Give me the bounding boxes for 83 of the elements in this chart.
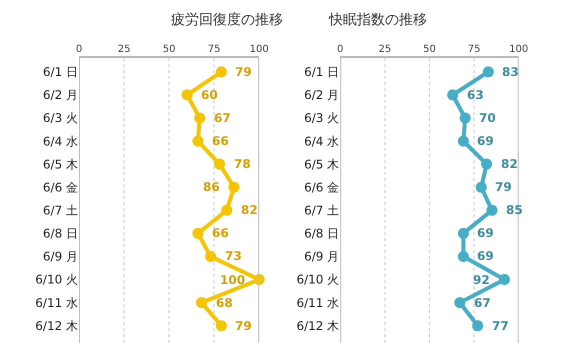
- point: [216, 320, 227, 332]
- data-label: 66: [212, 226, 229, 240]
- y-tick-label: 6/5 木: [304, 157, 340, 172]
- data-label: 63: [467, 88, 484, 102]
- data-label: 85: [506, 203, 523, 217]
- point: [216, 66, 227, 78]
- data-label: 60: [201, 88, 218, 102]
- data-label: 67: [474, 296, 491, 310]
- data-label: 77: [492, 319, 509, 333]
- x-tick-label: 25: [378, 44, 392, 55]
- x-tick-label: 0: [337, 44, 344, 55]
- y-tick-label: 6/7 土: [304, 204, 340, 218]
- point: [221, 204, 232, 216]
- data-label: 82: [241, 203, 258, 217]
- x-tick-label: 100: [509, 44, 528, 55]
- y-tick-label: 6/7 土: [42, 204, 78, 218]
- point: [458, 250, 469, 262]
- data-label: 70: [479, 111, 496, 125]
- y-tick-label: 6/6 金: [42, 180, 78, 194]
- data-label: 69: [477, 249, 494, 263]
- point: [472, 320, 484, 332]
- y-tick-label: 6/8 日: [42, 226, 78, 241]
- point: [205, 250, 216, 262]
- point: [192, 228, 204, 239]
- point: [182, 89, 193, 100]
- y-tick-label: 6/6 金: [304, 180, 340, 194]
- data-label: 100: [220, 273, 246, 287]
- data-label: 69: [477, 226, 494, 240]
- point: [498, 274, 510, 286]
- y-tick-label: 6/2 月: [304, 88, 340, 102]
- y-tick-label: 6/8 日: [304, 226, 340, 241]
- y-tick-label: 6/4 水: [42, 134, 78, 148]
- y-tick-label: 6/2 月: [42, 88, 78, 102]
- y-tick-label: 6/3 火: [304, 111, 340, 126]
- data-label: 79: [235, 65, 252, 79]
- point: [447, 89, 458, 100]
- y-tick-label: 6/9 月: [304, 250, 340, 264]
- y-tick-label: 6/11 水: [35, 296, 78, 310]
- data-label: 69: [477, 134, 494, 148]
- y-tick-label: 6/10 火: [296, 272, 340, 287]
- point: [214, 158, 226, 170]
- y-tick-label: 6/11 水: [296, 296, 340, 310]
- data-label: 73: [225, 249, 242, 263]
- data-label: 83: [502, 65, 519, 79]
- data-label: 66: [212, 134, 229, 148]
- chart-title: 疲労回復度の推移: [171, 12, 283, 28]
- point: [458, 228, 469, 239]
- y-tick-label: 6/3 火: [42, 111, 78, 126]
- y-tick-label: 6/9 月: [42, 250, 78, 264]
- point: [476, 182, 487, 193]
- point: [194, 112, 206, 124]
- point: [458, 136, 469, 147]
- point: [482, 66, 494, 78]
- data-label: 92: [473, 273, 490, 287]
- point: [460, 112, 471, 124]
- x-tick-label: 25: [118, 44, 130, 55]
- data-label: 86: [203, 180, 220, 194]
- x-tick-label: 0: [76, 44, 82, 55]
- y-tick-label: 6/5 木: [42, 157, 78, 172]
- chart-title: 快眠指数の推移: [328, 12, 427, 28]
- point: [481, 158, 492, 170]
- y-tick-label: 6/1 日: [304, 65, 340, 80]
- x-tick-label: 75: [468, 44, 480, 55]
- data-label: 68: [216, 296, 233, 310]
- data-label: 79: [235, 319, 252, 333]
- data-label: 78: [234, 157, 251, 171]
- point: [192, 136, 204, 147]
- point: [228, 182, 240, 193]
- y-tick-label: 6/12 木: [35, 318, 78, 333]
- data-label: 82: [501, 157, 518, 171]
- point: [196, 297, 208, 308]
- x-tick-label: 100: [250, 44, 269, 55]
- y-tick-label: 6/10 火: [35, 272, 78, 287]
- y-tick-label: 6/4 水: [304, 134, 340, 148]
- data-label: 79: [495, 180, 512, 194]
- x-tick-label: 50: [423, 44, 436, 55]
- data-label: 67: [214, 111, 231, 125]
- y-tick-label: 6/1 日: [42, 65, 78, 80]
- point: [486, 204, 498, 216]
- x-tick-label: 75: [208, 44, 221, 55]
- y-tick-label: 6/12 木: [296, 318, 340, 333]
- point: [454, 297, 466, 308]
- x-tick-label: 50: [162, 44, 176, 55]
